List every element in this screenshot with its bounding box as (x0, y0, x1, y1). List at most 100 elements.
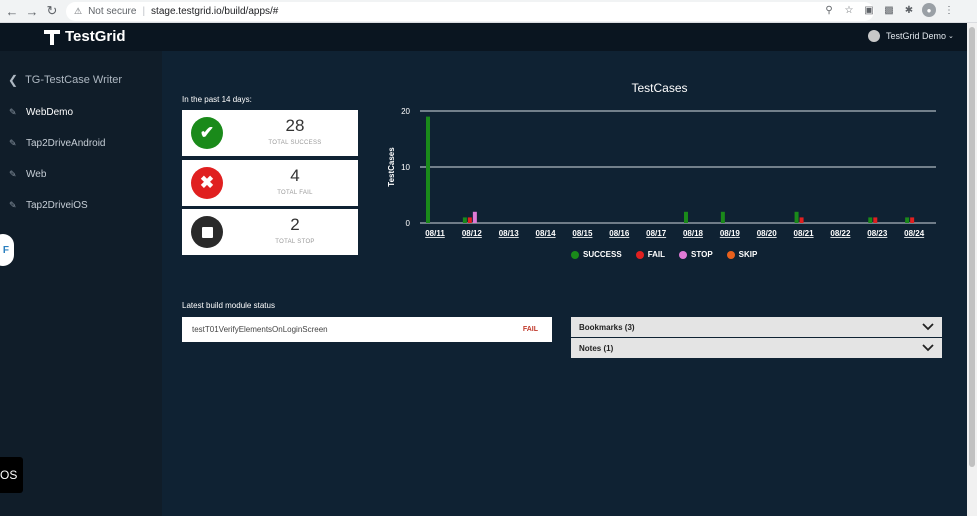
key-icon[interactable]: ⚲ (825, 4, 833, 16)
x-tick-label: 08/13 (499, 229, 520, 238)
stat-label: TOTAL FAIL (277, 190, 313, 196)
x-tick-label: 08/24 (904, 229, 925, 238)
x-tick-label: 08/17 (646, 229, 667, 238)
floating-widget-tab[interactable]: F (0, 234, 14, 266)
star-icon[interactable]: ☆ (844, 4, 854, 16)
check-icon: ✔ (191, 117, 223, 149)
stat-label: TOTAL STOP (275, 239, 315, 245)
sidebar-item-label: Tap2DriveAndroid (26, 138, 106, 149)
x-tick-label: 08/11 (425, 229, 445, 238)
legend-label: FAIL (647, 250, 666, 259)
legend-dot (635, 250, 644, 259)
puzzle-icon[interactable]: ✱ (904, 4, 914, 16)
chevron-left-icon: ❮ (8, 73, 19, 87)
notes-label: Notes (1) (579, 343, 614, 353)
scrollbar-thumb[interactable] (969, 27, 975, 467)
browser-toolbar: ← → ↻ ⚠ Not secure | stage.testgrid.io/b… (0, 0, 977, 23)
notes-accordion[interactable]: Notes (1) (571, 338, 942, 358)
reload-icon[interactable]: ↻ (46, 3, 58, 18)
more-menu-icon[interactable]: ⋮ (944, 4, 954, 16)
sidebar-back-label: TG-TestCase Writer (25, 74, 123, 86)
stat-value: 4 (290, 166, 300, 185)
avatar (868, 30, 880, 42)
logo-text: TestGrid (65, 28, 126, 45)
testgrid-logo[interactable]: TestGrid (44, 28, 126, 45)
profile-icon[interactable]: ● (922, 3, 936, 17)
legend-label: STOP (691, 250, 713, 259)
chevron-down-icon (922, 344, 934, 352)
y-tick-label: 0 (406, 219, 411, 228)
sidebar-item-webdemo[interactable]: ✎ WebDemo (9, 107, 73, 118)
media-icon[interactable]: ▩ (884, 4, 894, 16)
bar-success-08-23 (868, 217, 873, 223)
module-status-badge: FAIL (522, 326, 538, 333)
chevron-down-icon: ⌄ (948, 33, 954, 40)
sidebar-item-web[interactable]: ✎ Web (9, 169, 46, 180)
legend-dot (571, 250, 579, 259)
module-status-row[interactable]: testT01VerifyElementsOnLoginScreen FAIL (182, 317, 552, 342)
stop-icon (191, 216, 223, 248)
testgrid-logo-icon (44, 29, 60, 45)
user-label: TestGrid Demo (886, 31, 947, 41)
y-tick-label: 10 (401, 163, 410, 172)
pencil-icon: ✎ (9, 138, 17, 148)
back-arrow-icon[interactable]: ← (5, 3, 19, 19)
sidebar-item-tap2driveios[interactable]: ✎ Tap2DriveiOS (9, 200, 88, 211)
sidebar-item-tap2driveandroid[interactable]: ✎ Tap2DriveAndroid (9, 138, 106, 149)
bookmarks-accordion[interactable]: Bookmarks (3) (571, 317, 942, 337)
bar-success-08-18 (684, 211, 688, 223)
address-bar[interactable]: ⚠ Not secure | stage.testgrid.io/build/a… (66, 2, 874, 21)
user-menu[interactable]: TestGrid Demo ⌄ (868, 30, 954, 42)
pencil-icon: ✎ (9, 169, 17, 179)
x-icon: ✖ (191, 167, 223, 199)
dashboard-main: In the past 14 days: ✔ 28 TOTAL SUCCESS … (162, 51, 967, 516)
legend-dot (679, 250, 688, 259)
top-navbar: TestGrid TestGrid Demo ⌄ (0, 23, 967, 51)
overlay-chip-text: OS (0, 468, 18, 482)
extension-icon[interactable]: ▣ (864, 4, 874, 16)
bar-success-08-19 (720, 211, 725, 223)
module-name: testT01VerifyElementsOnLoginScreen (192, 325, 328, 334)
y-tick-label: 20 (401, 107, 410, 116)
bar-success-08-21 (794, 211, 799, 223)
pencil-icon: ✎ (9, 200, 17, 210)
x-tick-label: 08/14 (536, 229, 557, 238)
period-label: In the past 14 days: (182, 95, 252, 104)
url-text: stage.testgrid.io/build/apps/# (151, 6, 279, 17)
x-tick-label: 08/19 (720, 229, 741, 238)
app-root: TestGrid TestGrid Demo ⌄ ❮ TG-TestCase W… (0, 23, 967, 516)
legend-item-stop[interactable]: STOP (679, 250, 713, 259)
chevron-down-icon (922, 323, 934, 331)
stat-card-success: ✔ 28 TOTAL SUCCESS (182, 110, 358, 156)
x-tick-label: 08/20 (757, 229, 778, 238)
stat-card-stop: 2 TOTAL STOP (182, 209, 358, 255)
bar-fail-08-21 (799, 217, 804, 223)
sidebar-back-link[interactable]: ❮ TG-TestCase Writer (8, 73, 122, 87)
chart-legend: SUCCESS FAIL STOP SKIP (571, 250, 757, 259)
stat-card-fail: ✖ 4 TOTAL FAIL (182, 160, 358, 206)
sidebar-item-label: WebDemo (26, 107, 74, 118)
page-scrollbar[interactable] (967, 23, 977, 516)
bar-fail-08-23 (873, 217, 878, 223)
pencil-icon: ✎ (9, 107, 17, 117)
build-status-label: Latest build module status (182, 301, 275, 310)
testcases-bar-chart: 0 10 20 TestCases 08/11 08/12 08/13 08/14 08/15 0… (387, 107, 936, 238)
bookmarks-label: Bookmarks (3) (579, 322, 635, 332)
sidebar-item-label: Tap2DriveiOS (26, 200, 88, 211)
security-label: Not secure (88, 6, 137, 17)
legend-item-skip[interactable]: SKIP (726, 250, 757, 259)
floating-widget-letter: F (2, 244, 9, 256)
legend-label: SUCCESS (583, 250, 622, 259)
url-separator: | (142, 6, 146, 17)
bar-fail-08-24 (910, 217, 915, 223)
warning-icon: ⚠ (74, 6, 83, 16)
bar-success-08-12 (462, 217, 467, 223)
chart-title: TestCases (631, 81, 688, 95)
legend-item-success[interactable]: SUCCESS (571, 250, 622, 259)
overlay-chip[interactable]: OS (0, 457, 23, 493)
legend-item-fail[interactable]: FAIL (635, 250, 666, 259)
forward-arrow-icon[interactable]: → (25, 3, 39, 19)
x-tick-label: 08/12 (462, 229, 483, 238)
stat-label: TOTAL SUCCESS (268, 140, 322, 146)
bar-fail-08-12 (467, 217, 472, 223)
